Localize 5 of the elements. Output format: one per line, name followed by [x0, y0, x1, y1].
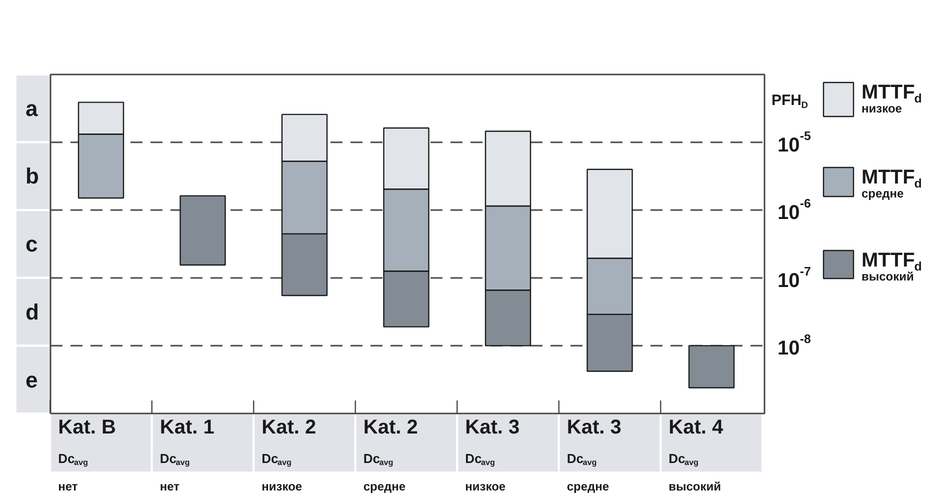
text: e — [26, 368, 38, 393]
text: a — [26, 96, 38, 121]
text: c — [26, 232, 38, 256]
text: b — [26, 164, 39, 189]
text: d — [26, 299, 39, 324]
